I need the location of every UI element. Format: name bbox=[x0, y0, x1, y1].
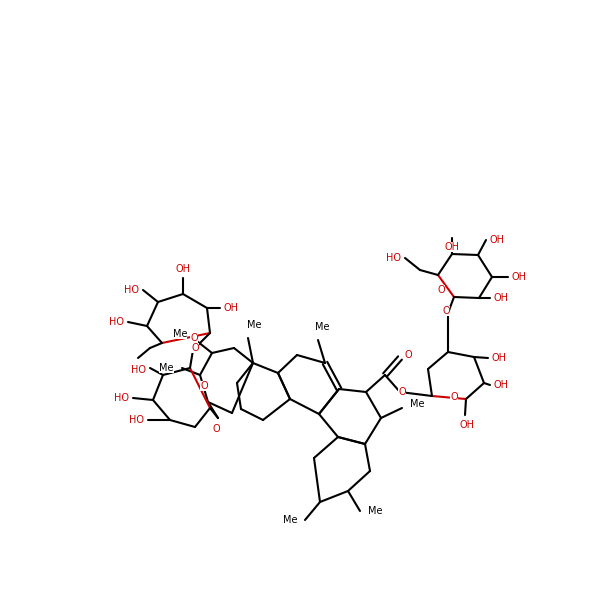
Text: Me: Me bbox=[160, 363, 174, 373]
Text: O: O bbox=[191, 343, 199, 353]
Text: O: O bbox=[442, 306, 450, 316]
Text: Me: Me bbox=[173, 329, 187, 339]
Text: Me: Me bbox=[410, 399, 425, 409]
Text: O: O bbox=[398, 387, 406, 397]
Text: HO: HO bbox=[114, 393, 129, 403]
Text: HO: HO bbox=[124, 285, 139, 295]
Text: OH: OH bbox=[512, 272, 527, 282]
Text: OH: OH bbox=[492, 353, 507, 363]
Text: O: O bbox=[404, 350, 412, 360]
Text: O: O bbox=[200, 381, 208, 391]
Text: OH: OH bbox=[490, 235, 505, 245]
Text: OH: OH bbox=[445, 242, 460, 252]
Text: HO: HO bbox=[109, 317, 124, 327]
Text: OH: OH bbox=[460, 420, 475, 430]
Text: OH: OH bbox=[176, 264, 191, 274]
Text: O: O bbox=[450, 392, 458, 403]
Text: O: O bbox=[190, 333, 198, 343]
Text: HO: HO bbox=[131, 365, 146, 375]
Text: Me: Me bbox=[283, 515, 297, 525]
Text: OH: OH bbox=[224, 303, 239, 313]
Text: Me: Me bbox=[247, 320, 261, 330]
Text: HO: HO bbox=[386, 253, 401, 263]
Text: Me: Me bbox=[315, 322, 329, 332]
Text: O: O bbox=[437, 285, 445, 295]
Text: HO: HO bbox=[129, 415, 144, 425]
Text: Me: Me bbox=[368, 506, 383, 516]
Text: OH: OH bbox=[494, 380, 509, 390]
Text: O: O bbox=[212, 424, 220, 434]
Text: OH: OH bbox=[494, 293, 509, 303]
